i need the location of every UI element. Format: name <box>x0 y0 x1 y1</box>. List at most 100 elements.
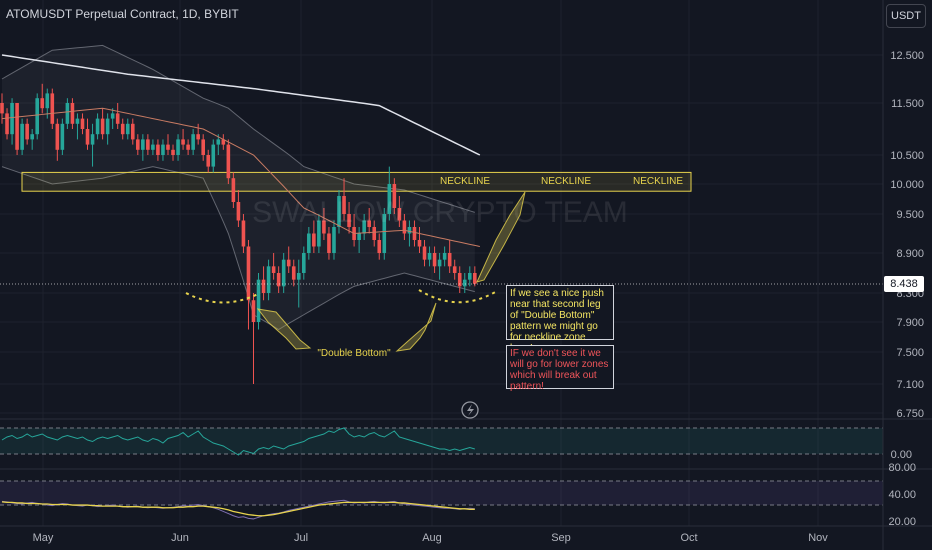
price-tick: 12.500 <box>890 50 924 62</box>
time-axis[interactable]: May Jun Jul Aug Sep Oct Nov <box>33 532 829 544</box>
candle <box>171 144 175 161</box>
candle <box>357 227 361 253</box>
candle <box>276 266 281 293</box>
arrow-right[interactable] <box>395 302 437 352</box>
candle <box>407 220 412 247</box>
candle <box>286 246 291 273</box>
candle <box>397 196 402 227</box>
candle <box>40 83 45 114</box>
price-tick: 7.500 <box>896 347 924 359</box>
neckline-label: NECKLINE <box>541 176 591 187</box>
candle <box>50 88 55 129</box>
pattern-drawings[interactable]: "Double Bottom" <box>185 191 526 359</box>
osc2-slow-line <box>1 501 475 517</box>
osc1-band <box>0 428 883 454</box>
ma-long-line <box>1 54 481 156</box>
candle <box>201 134 205 161</box>
time-tick: Jun <box>171 532 189 544</box>
candle <box>462 273 467 293</box>
candle <box>20 118 24 155</box>
candle <box>0 93 4 124</box>
candle <box>442 246 447 267</box>
candle <box>427 246 432 267</box>
candle <box>241 214 246 253</box>
candle <box>55 118 60 161</box>
candle <box>156 139 160 161</box>
candle <box>110 108 115 129</box>
candle <box>196 123 200 145</box>
candle <box>291 259 296 287</box>
candle <box>317 214 321 253</box>
osc2-tick: 20.00 <box>888 516 916 528</box>
note-bearish: IF we don't see it we will go for lower … <box>506 345 614 392</box>
candle <box>422 240 427 267</box>
lightning-icon[interactable] <box>461 401 479 419</box>
candle <box>146 134 150 155</box>
candle <box>206 149 211 173</box>
candle <box>246 240 251 330</box>
last-price-label: 8.438 <box>884 276 924 292</box>
time-tick: Aug <box>422 532 442 544</box>
candle <box>25 118 29 145</box>
watermark: SWALLOW CRYPTO TEAM <box>252 196 628 229</box>
candle <box>5 108 9 140</box>
currency-button[interactable]: USDT <box>886 4 926 28</box>
arrow-left[interactable] <box>256 308 312 350</box>
time-tick: May <box>33 532 54 544</box>
candle <box>65 98 70 129</box>
time-tick: Oct <box>680 532 697 544</box>
candle <box>70 98 75 129</box>
neckline-rect[interactable] <box>21 171 692 192</box>
candle <box>327 227 331 260</box>
candle <box>125 118 130 140</box>
candle <box>186 139 190 155</box>
oscillator-1 <box>0 427 883 456</box>
candle <box>95 113 100 140</box>
candle <box>256 273 261 330</box>
neckline-zone[interactable]: NECKLINE NECKLINE NECKLINE <box>21 171 692 192</box>
double-bottom-arc-left[interactable] <box>185 292 261 304</box>
candle <box>382 208 387 260</box>
candle <box>266 259 271 301</box>
price-tick: 8.900 <box>896 248 924 260</box>
candle <box>372 220 377 247</box>
double-bottom-label: "Double Bottom" <box>317 348 391 359</box>
neckline-label: NECKLINE <box>440 176 490 187</box>
candle <box>151 139 155 155</box>
osc2-fast-line <box>1 499 475 520</box>
candle <box>105 113 110 145</box>
candle <box>211 139 216 173</box>
candle <box>166 134 170 155</box>
candle <box>452 259 457 280</box>
price-tick: 6.750 <box>896 408 924 420</box>
candle <box>30 129 34 150</box>
candle <box>261 266 266 301</box>
candle <box>100 108 105 140</box>
oscillator-2 <box>0 480 883 520</box>
candle <box>437 253 442 280</box>
candle <box>281 253 286 293</box>
symbol-title: ATOMUSDT Perpetual Contract, 1D, BYBIT <box>6 7 239 21</box>
candle <box>161 139 165 161</box>
time-tick: Nov <box>808 532 828 544</box>
candle <box>251 293 256 384</box>
neckline-label: NECKLINE <box>633 176 683 187</box>
double-bottom-arc-right[interactable] <box>418 289 498 304</box>
candle <box>467 266 472 287</box>
arrow-up-neckline[interactable] <box>476 191 526 283</box>
price-tick: 10.000 <box>890 179 924 191</box>
price-axis[interactable]: 12.50011.50010.50010.0009.5008.9008.3007… <box>888 50 924 528</box>
osc1-line <box>1 427 475 456</box>
candle <box>221 134 226 150</box>
bollinger-fill <box>2 45 475 330</box>
bollinger-lower <box>1 166 475 331</box>
candle <box>60 118 65 155</box>
candle <box>181 129 185 150</box>
candle <box>307 227 311 260</box>
candle <box>417 227 422 253</box>
price-tick: 10.500 <box>890 150 924 162</box>
candle <box>362 214 366 240</box>
candle <box>231 172 236 208</box>
